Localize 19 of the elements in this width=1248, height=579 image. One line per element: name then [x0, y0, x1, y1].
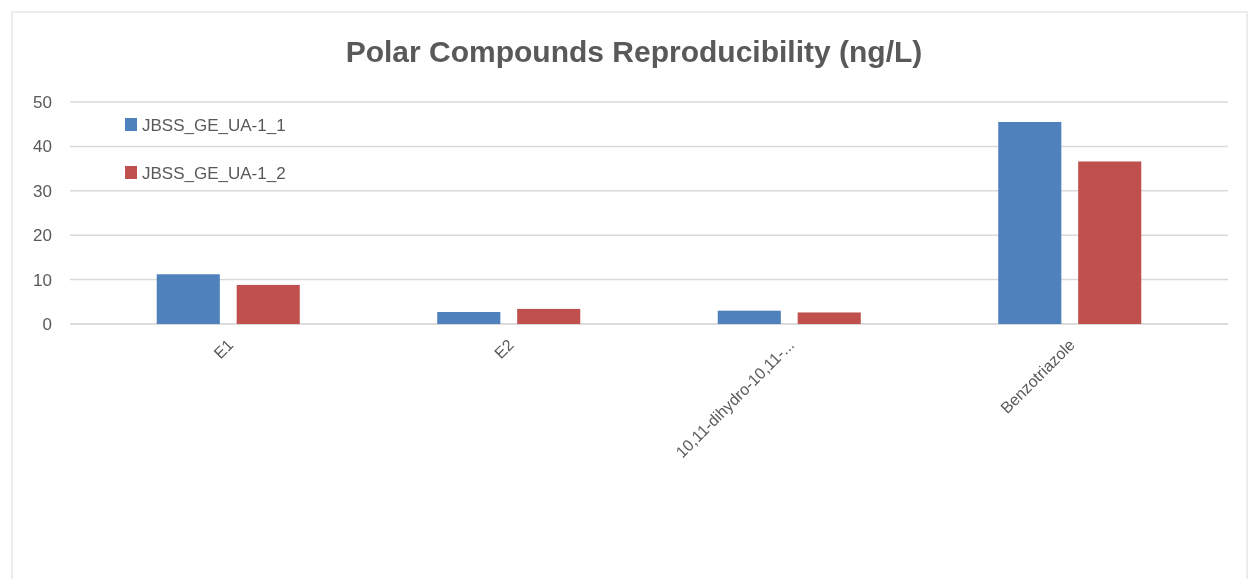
- y-tick-label: 0: [42, 314, 52, 334]
- y-tick-label: 50: [33, 92, 52, 112]
- bar: [236, 284, 300, 324]
- legend-label: JBSS_GE_UA-1_2: [142, 163, 286, 183]
- legend-label: JBSS_GE_UA-1_1: [142, 115, 286, 135]
- chart-title: Polar Compounds Reproducibility (ng/L): [345, 35, 923, 68]
- bar: [437, 312, 501, 324]
- y-tick-label: 40: [33, 137, 52, 157]
- bar: [717, 310, 781, 324]
- bar: [517, 308, 581, 324]
- y-tick-label: 30: [33, 181, 52, 201]
- x-tick-label: E1: [210, 336, 237, 362]
- x-tick-label: E2: [491, 336, 517, 362]
- y-tick-label: 10: [33, 270, 52, 290]
- bar: [998, 121, 1062, 324]
- bar: [797, 312, 861, 324]
- bar: [156, 274, 220, 324]
- y-tick-label: 20: [33, 226, 52, 246]
- bar: [1078, 161, 1142, 324]
